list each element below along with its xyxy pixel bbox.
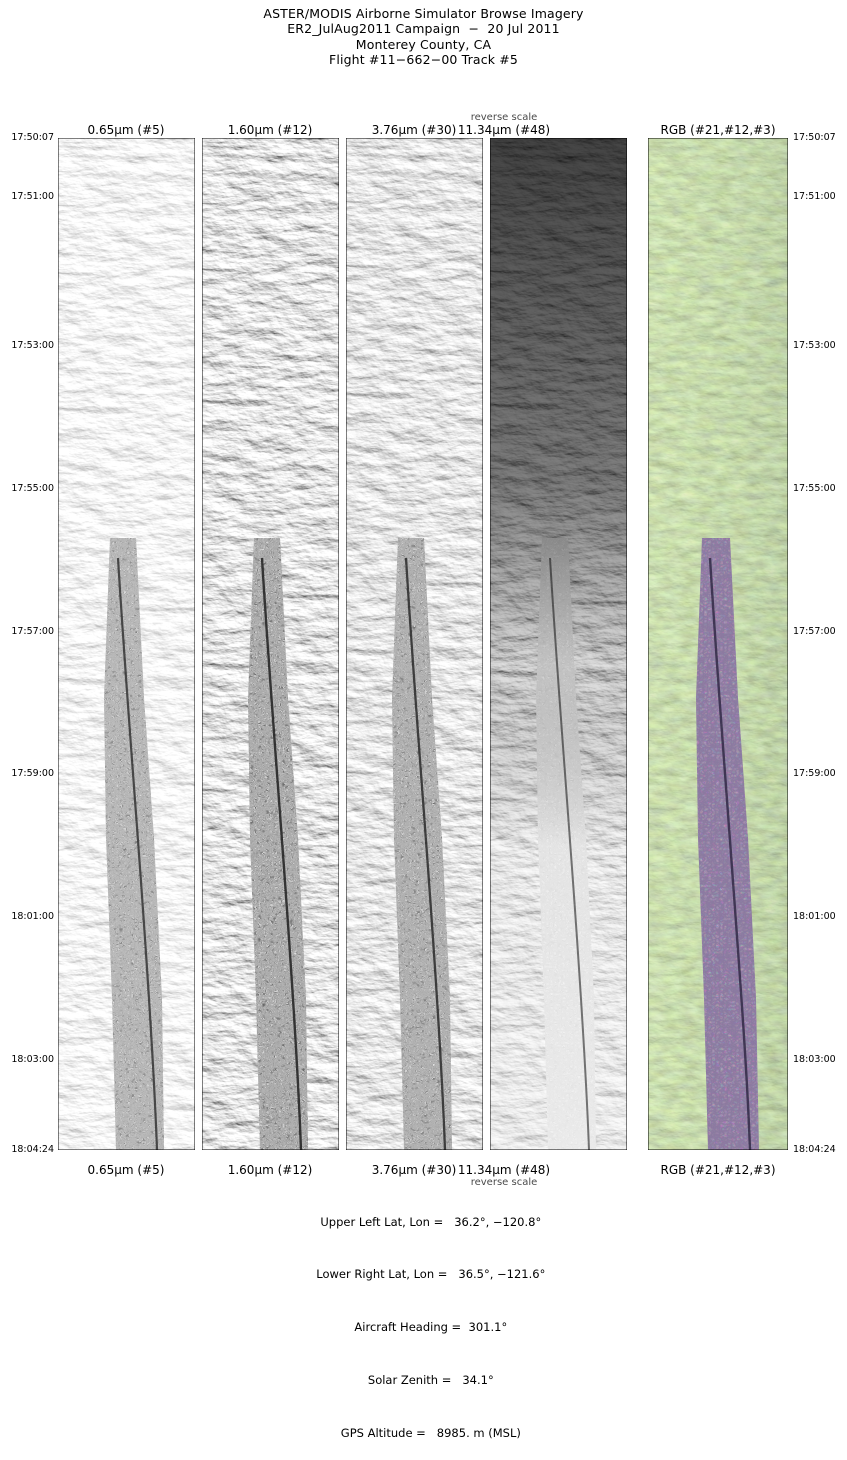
column-footer-label-30: 3.76μm (#30)	[371, 1163, 457, 1177]
title-line-3: Monterey County, CA	[355, 36, 492, 52]
metadata-row-gps-altitude: GPS Altitude = 8985. m (MSL)	[0, 1407, 847, 1460]
column-header-label-5: 0.65μm (#5)	[87, 123, 165, 137]
column-header-label-12: 1.60μm (#12)	[227, 123, 313, 137]
column-footer-label-rgb: RGB (#21,#12,#3)	[660, 1163, 776, 1177]
metadata-label-gps-altitude: GPS Altitude =	[340, 1425, 426, 1440]
band-12-raster	[202, 138, 339, 1150]
time-label-right-7: 18:03:00	[793, 1054, 836, 1065]
time-label-right-4: 17:57:00	[793, 626, 836, 637]
flight-metadata-block: Upper Left Lat, Lon = 36.2°, −120.8° Low…	[0, 1196, 847, 1460]
time-label-left-2: 17:53:00	[11, 340, 54, 351]
metadata-value-lower-right: 36.5°, −121.6°	[458, 1267, 546, 1282]
band-5-raster	[58, 138, 195, 1150]
title-line-2: ER2_JulAug2011 Campaign − 20 Jul 2011	[287, 21, 560, 37]
metadata-value-upper-left: 36.2°, −120.8°	[454, 1214, 542, 1229]
column-sublabel-bottom-48: reverse scale	[470, 1177, 538, 1188]
time-label-right-2: 17:53:00	[793, 340, 836, 351]
time-label-right-6: 18:01:00	[793, 911, 836, 922]
metadata-row-upper-left: Upper Left Lat, Lon = 36.2°, −120.8°	[0, 1196, 847, 1249]
metadata-label-solar-zenith: Solar Zenith =	[367, 1372, 452, 1387]
metadata-value-heading: 301.1°	[468, 1320, 508, 1335]
time-label-left-6: 18:01:00	[11, 911, 54, 922]
image-panel-band-5[interactable]	[58, 138, 195, 1150]
time-label-right-3: 17:55:00	[793, 483, 836, 494]
band-48-raster	[490, 138, 627, 1150]
time-label-left-4: 17:57:00	[11, 626, 54, 637]
column-header-label-rgb: RGB (#21,#12,#3)	[660, 123, 776, 137]
image-panel-rgb[interactable]	[648, 138, 788, 1150]
metadata-value-gps-altitude: 8985. m (MSL)	[436, 1425, 521, 1440]
metadata-value-solar-zenith: 34.1°	[462, 1372, 494, 1387]
title-line-4: Flight #11−662−00 Track #5	[329, 51, 518, 67]
time-label-left-7: 18:03:00	[11, 1054, 54, 1065]
band-30-raster	[346, 138, 483, 1150]
image-panel-band-30[interactable]	[346, 138, 483, 1150]
metadata-row-lower-right: Lower Right Lat, Lon = 36.5°, −121.6°	[0, 1249, 847, 1302]
time-label-right-5: 17:59:00	[793, 768, 836, 779]
time-label-left-1: 17:51:00	[11, 191, 54, 202]
column-footer-label-5: 0.65μm (#5)	[87, 1163, 165, 1177]
metadata-label-upper-left: Upper Left Lat, Lon =	[320, 1214, 444, 1229]
time-label-left-5: 17:59:00	[11, 768, 54, 779]
title-line-1: ASTER/MODIS Airborne Simulator Browse Im…	[263, 6, 584, 21]
column-header-label-48: 11.34μm (#48)	[457, 123, 551, 137]
column-footer-label-48: 11.34μm (#48)	[457, 1163, 551, 1177]
time-label-left-0: 17:50:07	[11, 132, 54, 143]
time-label-right-8: 18:04:24	[793, 1144, 836, 1155]
column-footer-label-12: 1.60μm (#12)	[227, 1163, 313, 1177]
time-label-right-0: 17:50:07	[793, 132, 836, 143]
rgb-composite-raster	[648, 138, 788, 1150]
page-title: ASTER/MODIS Airborne Simulator Browse Im…	[0, 6, 847, 67]
image-panel-band-48[interactable]	[490, 138, 627, 1150]
metadata-row-heading: Aircraft Heading = 301.1°	[0, 1302, 847, 1355]
column-sublabel-top-48: reverse scale	[470, 112, 538, 123]
column-header-label-30: 3.76μm (#30)	[371, 123, 457, 137]
browse-imagery-plot: reverse scale 0.65μm (#5) 1.60μm (#12) 3…	[11, 112, 836, 1188]
time-label-left-3: 17:55:00	[11, 483, 54, 494]
metadata-label-lower-right: Lower Right Lat, Lon =	[316, 1267, 448, 1282]
metadata-label-heading: Aircraft Heading =	[354, 1320, 462, 1335]
image-panel-band-12[interactable]	[202, 138, 339, 1150]
metadata-row-solar-zenith: Solar Zenith = 34.1°	[0, 1354, 847, 1407]
time-label-right-1: 17:51:00	[793, 191, 836, 202]
time-label-left-8: 18:04:24	[11, 1144, 54, 1155]
